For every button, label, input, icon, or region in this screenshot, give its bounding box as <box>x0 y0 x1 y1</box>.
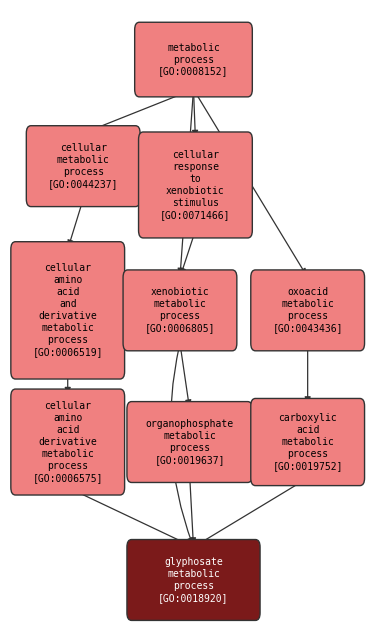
Text: metabolic
process
[GO:0008152]: metabolic process [GO:0008152] <box>158 43 229 76</box>
FancyBboxPatch shape <box>135 23 252 97</box>
FancyBboxPatch shape <box>251 399 365 485</box>
FancyBboxPatch shape <box>127 539 260 621</box>
FancyBboxPatch shape <box>26 125 140 207</box>
FancyBboxPatch shape <box>11 242 125 379</box>
Text: carboxylic
acid
metabolic
process
[GO:0019752]: carboxylic acid metabolic process [GO:00… <box>272 413 343 471</box>
Text: cellular
amino
acid
derivative
metabolic
process
[GO:0006575]: cellular amino acid derivative metabolic… <box>33 401 103 483</box>
Text: xenobiotic
metabolic
process
[GO:0006805]: xenobiotic metabolic process [GO:0006805… <box>145 287 215 334</box>
Text: cellular
response
to
xenobiotic
stimulus
[GO:0071466]: cellular response to xenobiotic stimulus… <box>160 150 231 220</box>
FancyBboxPatch shape <box>127 402 252 483</box>
FancyBboxPatch shape <box>11 389 125 495</box>
Text: organophosphate
metabolic
process
[GO:0019637]: organophosphate metabolic process [GO:00… <box>146 419 234 465</box>
Text: glyphosate
metabolic
process
[GO:0018920]: glyphosate metabolic process [GO:0018920… <box>158 557 229 603</box>
FancyBboxPatch shape <box>139 132 252 238</box>
FancyBboxPatch shape <box>123 270 237 350</box>
Text: cellular
amino
acid
and
derivative
metabolic
process
[GO:0006519]: cellular amino acid and derivative metab… <box>33 263 103 357</box>
Text: oxoacid
metabolic
process
[GO:0043436]: oxoacid metabolic process [GO:0043436] <box>272 287 343 334</box>
FancyBboxPatch shape <box>251 270 365 350</box>
Text: cellular
metabolic
process
[GO:0044237]: cellular metabolic process [GO:0044237] <box>48 143 118 189</box>
